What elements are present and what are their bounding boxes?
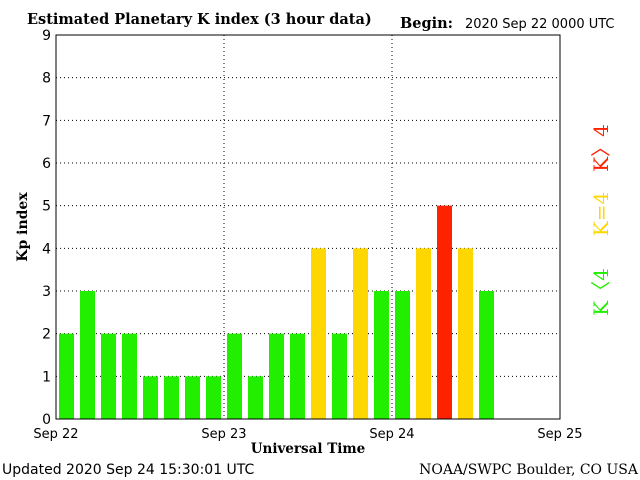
y-tick-label: 2 [42, 327, 51, 343]
x-tick-label: Sep 24 [369, 427, 414, 442]
chart-title: Estimated Planetary K index (3 hour data… [27, 11, 372, 28]
y-tick-label: 4 [42, 241, 51, 257]
kp-bar [269, 333, 284, 419]
kp-bar [437, 205, 452, 419]
kp-bar [458, 248, 473, 419]
x-axis-label: Universal Time [251, 441, 366, 457]
y-tick-labels: 0 1 2 3 4 5 6 7 8 9 [42, 28, 51, 428]
source-credit: NOAA/SWPC Boulder, CO USA [419, 462, 639, 478]
kp-bar [416, 248, 431, 419]
updated-timestamp: Updated 2020 Sep 24 15:30:01 UTC [2, 462, 255, 478]
begin-value: 2020 Sep 22 0000 UTC [465, 17, 615, 32]
kp-bar [248, 376, 263, 419]
y-tick-label: 7 [42, 113, 51, 129]
x-tick-labels: Sep 22 Sep 23 Sep 24 Sep 25 [33, 427, 582, 442]
plot-frame [55, 34, 561, 420]
y-tick-label: 0 [42, 412, 51, 428]
x-tick-label: Sep 22 [33, 427, 78, 442]
y-tick-label: 5 [42, 199, 51, 215]
kp-bar [122, 333, 137, 419]
kp-bar [332, 333, 347, 419]
grid-lines [56, 35, 560, 419]
begin-label: Begin: [400, 15, 453, 32]
kp-bar [227, 333, 242, 419]
kp-bar [395, 291, 410, 419]
y-tick-label: 8 [42, 71, 51, 87]
y-tick-label: 9 [42, 28, 51, 44]
kp-bar [290, 333, 305, 419]
x-tick-label: Sep 25 [537, 427, 582, 442]
kp-bar [101, 333, 116, 419]
kp-bar [479, 291, 494, 419]
kp-bar [185, 376, 200, 419]
y-tick-label: 1 [42, 369, 51, 385]
y-tick-label: 6 [42, 156, 51, 172]
legend-high: K〉4 [589, 124, 613, 172]
kp-bar [353, 248, 368, 419]
legend-mid: K=4 [589, 192, 613, 236]
kp-bar [311, 248, 326, 419]
kp-bar [59, 333, 74, 419]
kp-bar [164, 376, 179, 419]
x-tick-label: Sep 23 [201, 427, 246, 442]
kp-bar [143, 376, 158, 419]
kp-bar [80, 291, 95, 419]
y-axis-label: Kp index [15, 192, 31, 262]
bars-group [59, 205, 494, 419]
legend-low: K〈4 [589, 268, 613, 316]
kp-bar [206, 376, 221, 419]
y-tick-label: 3 [42, 284, 51, 300]
kp-bar [374, 291, 389, 419]
